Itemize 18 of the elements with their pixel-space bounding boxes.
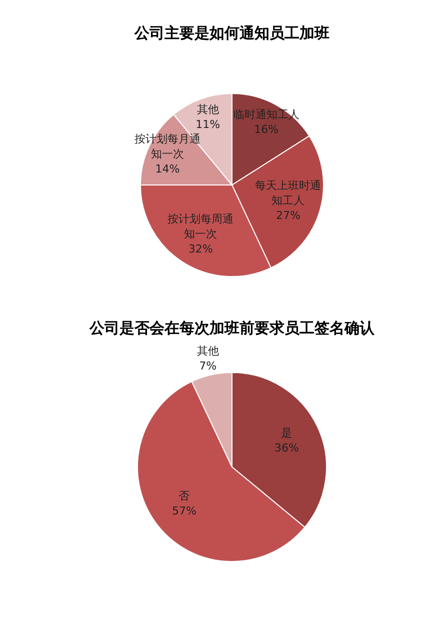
data-label: 36% [274,442,299,455]
data-label: 11% [196,118,220,132]
chart-title: 公司是否会在每次加班前要求员工签名确认 [88,318,376,337]
data-label: 7% [199,360,217,373]
data-label: 32% [188,242,213,256]
slice-label: 其他 [196,344,219,358]
slice-label: 按计划每周通知一次 [168,212,234,240]
slice-label: 是 [281,426,292,440]
data-label: 14% [155,162,180,176]
data-label: 16% [254,122,279,136]
slice-label: 每天上班时通知工人 [255,179,322,208]
data-label: 57% [172,504,196,518]
slice-label: 其他 [196,103,219,116]
data-label: 27% [276,209,300,222]
chart-title: 公司主要是如何通知员工加班 [134,24,330,42]
slice-label: 临时通知工人 [233,108,300,121]
slice-label: 否 [178,489,190,502]
slice-label: 按计划每月通知一次 [134,132,200,160]
